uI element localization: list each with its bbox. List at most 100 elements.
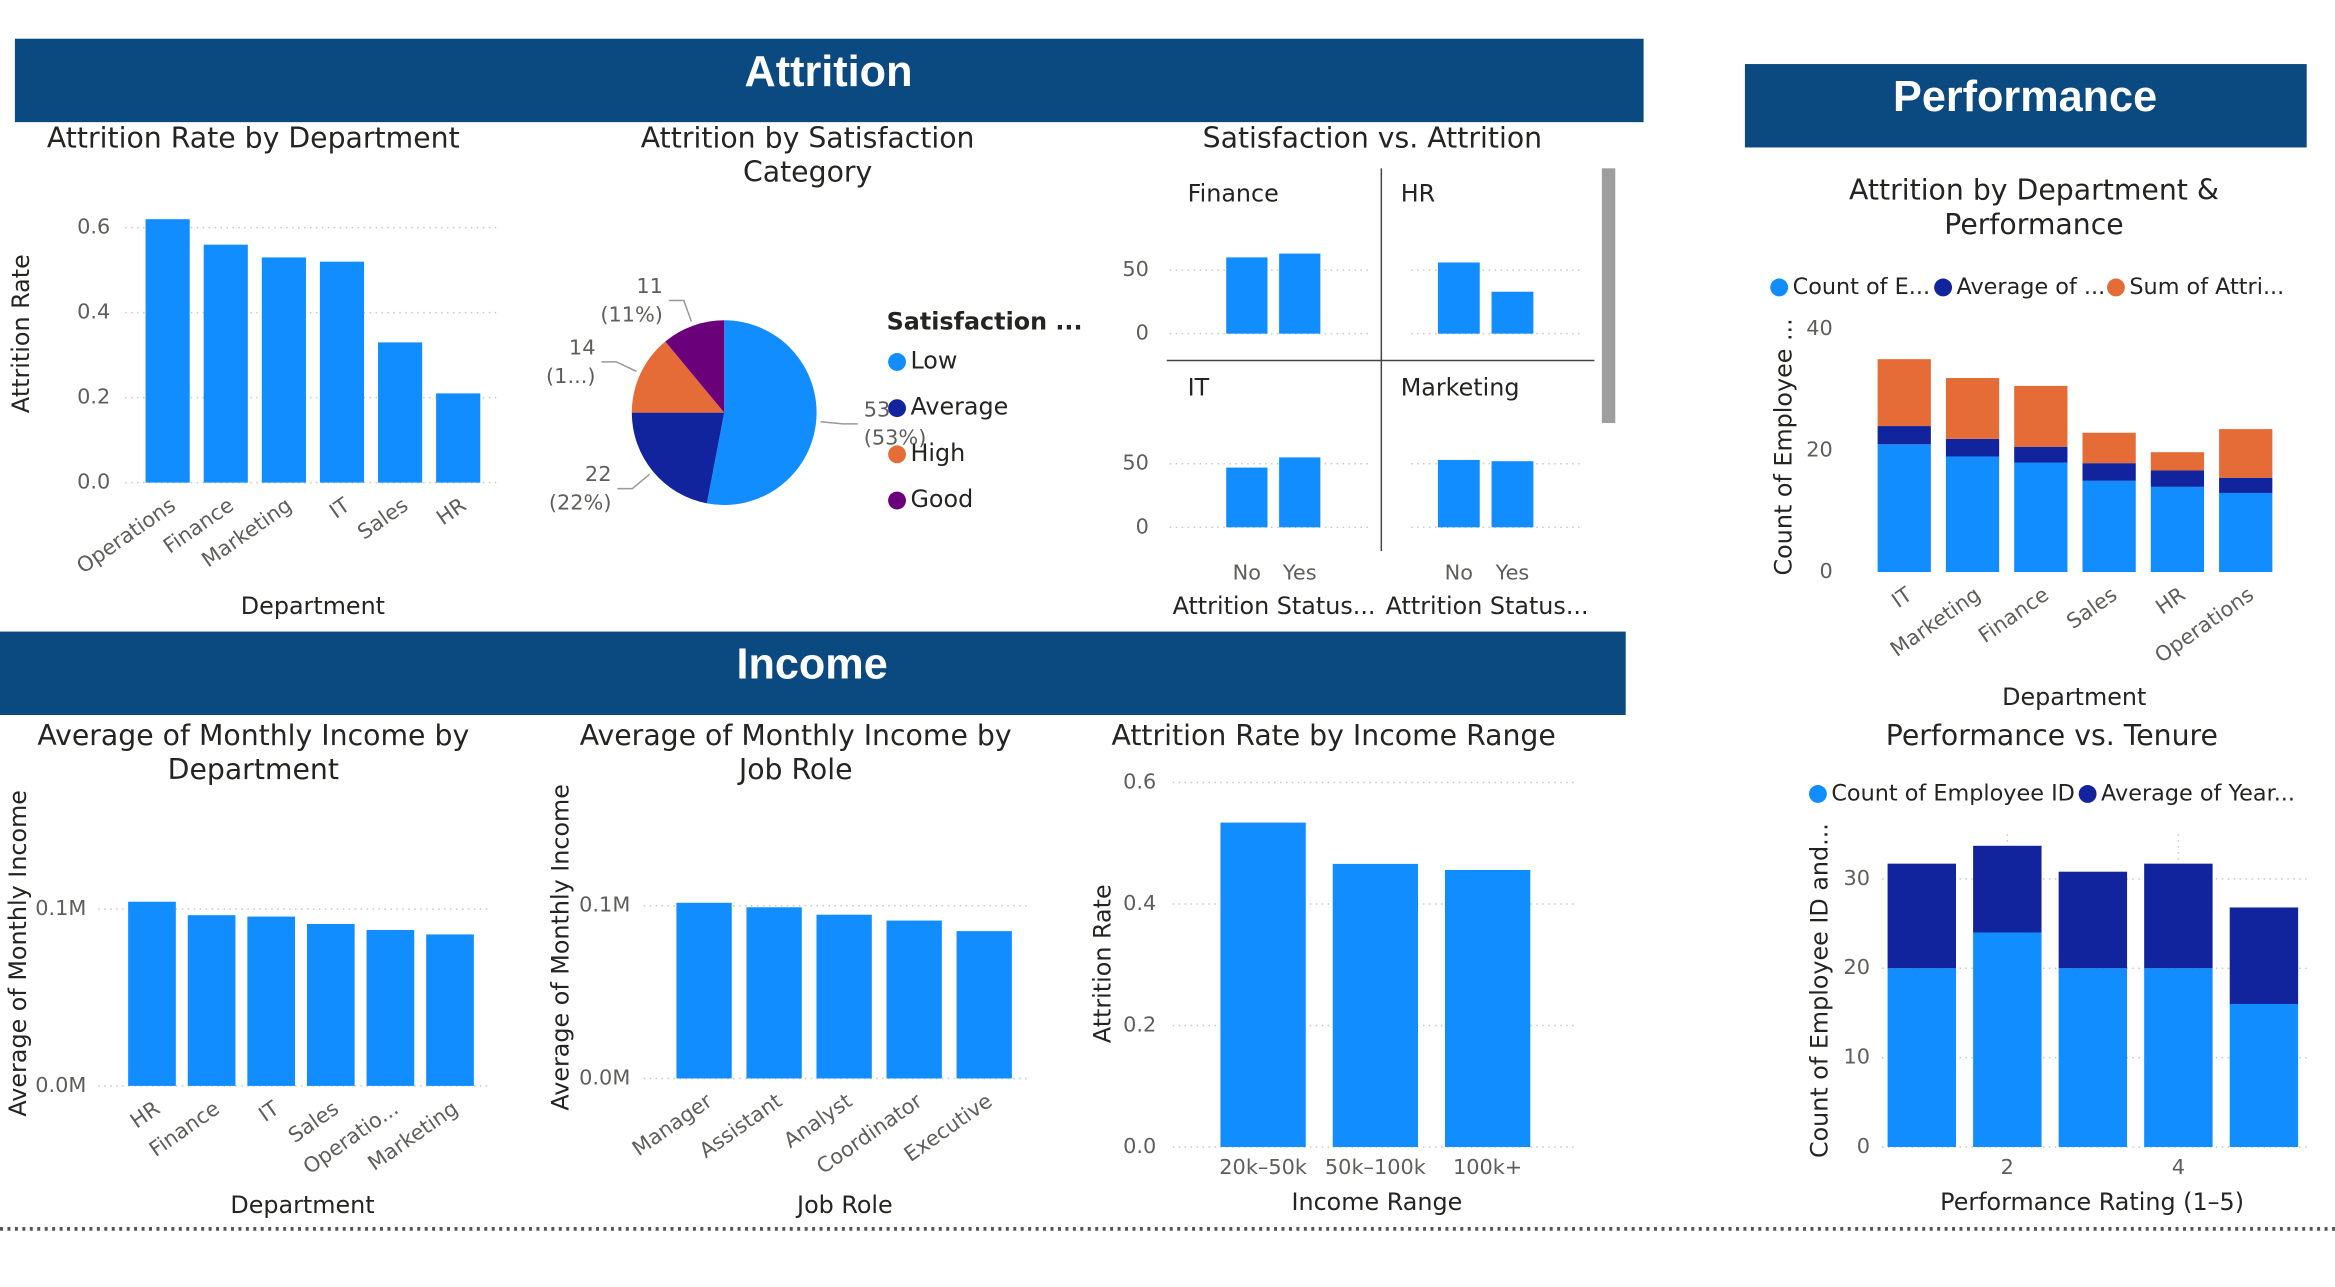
x-axis-label: Department	[2002, 683, 2146, 711]
x-tick-label: Yes	[1495, 560, 1530, 584]
bar-segment	[1945, 456, 2000, 572]
x-tick-label: Sales	[2062, 582, 2121, 633]
legend-label: Count of E...	[1793, 274, 1930, 300]
bar-segment	[1887, 863, 1957, 969]
data-label: 14	[569, 335, 596, 359]
bar	[247, 916, 296, 1086]
bar-segment	[2014, 446, 2068, 463]
legend-label: High	[910, 439, 965, 467]
y-axis-label: Attrition Rate	[1089, 884, 1117, 1043]
bar-segment	[2082, 432, 2136, 464]
x-axis-label: Department	[241, 592, 385, 620]
y-tick-label: 40	[1806, 316, 1833, 340]
x-tick-label: 100k+	[1453, 1155, 1522, 1179]
chart-title-box: Average of Monthly Income by Department	[37, 719, 470, 787]
bar	[1491, 461, 1534, 528]
bar	[261, 257, 306, 483]
x-axis-label: Job Role	[795, 1191, 893, 1219]
y-tick-label: 0.6	[77, 215, 110, 239]
y-tick-label: 0.4	[77, 300, 110, 324]
chart-title: Attrition by Satisfaction Category	[640, 122, 975, 190]
section-banner	[1744, 64, 2307, 148]
y-axis-label: Count of Employee ID and...	[1805, 823, 1833, 1158]
section-title: Income	[736, 641, 887, 689]
y-tick-label: 0	[1857, 1134, 1870, 1158]
x-tick-label: No	[1233, 560, 1261, 584]
chart-title: Average of Monthly Income by Department	[37, 719, 470, 787]
bar-segment	[2219, 477, 2273, 493]
chart-title-box: Average of Monthly Income by Job Role	[579, 719, 1012, 787]
legend-swatch	[888, 399, 906, 418]
y-tick-label: 0.2	[1123, 1012, 1156, 1036]
chart-title-box: Attrition by Department & Performance	[1849, 174, 2219, 241]
bar	[1491, 291, 1534, 334]
bar	[145, 219, 190, 483]
x-tick-label: 20k–50k	[1219, 1155, 1308, 1179]
legend-label: Good	[910, 485, 973, 513]
bar-segment	[2150, 486, 2205, 572]
x-tick-label: 2	[2001, 1155, 2014, 1179]
pie-slice	[706, 320, 817, 505]
scrollbar[interactable]	[1601, 168, 1616, 424]
bar-segment	[1945, 378, 2000, 439]
bar	[1332, 863, 1419, 1147]
x-axis-label: Department	[230, 1191, 374, 1219]
y-tick-label: 10	[1844, 1045, 1871, 1069]
pie-slice	[665, 320, 725, 413]
bar-segment	[1973, 845, 2042, 933]
data-label: (11%)	[600, 302, 663, 326]
legend-label: Average of ...	[1957, 274, 2106, 300]
legend-label: Count of Employee ID	[1831, 780, 2075, 806]
x-axis-label: Attrition Status...	[1386, 592, 1589, 620]
bar-segment	[1877, 426, 1931, 445]
legend-label: Sum of Attri...	[2129, 274, 2284, 300]
bar-segment	[1887, 968, 1957, 1147]
legend-swatch	[888, 491, 906, 510]
bar	[203, 244, 248, 483]
bar	[746, 907, 802, 1079]
chart-title: Average of Monthly Income by Job Role	[579, 719, 1012, 787]
y-tick-label: 0.0	[77, 470, 110, 494]
y-tick-label: 0.4	[1123, 891, 1156, 915]
data-label: (22%)	[549, 490, 612, 514]
x-tick-label: Yes	[1282, 560, 1317, 584]
legend-swatch	[888, 445, 906, 464]
bar	[1220, 822, 1306, 1147]
panel-title: IT	[1188, 373, 1210, 401]
legend-label: Low	[910, 346, 957, 374]
y-tick-label: 50	[1122, 451, 1149, 475]
bar	[1437, 459, 1480, 528]
data-label: (1...)	[546, 364, 595, 388]
bar-segment	[1945, 438, 2000, 457]
leader-line	[617, 473, 651, 490]
data-label: (53%)	[864, 426, 927, 450]
bar	[676, 902, 732, 1079]
pie-slice	[631, 412, 725, 504]
x-tick-label: 50k–100k	[1325, 1155, 1427, 1179]
bar	[436, 393, 481, 483]
bar	[426, 934, 474, 1086]
data-label: 22	[585, 462, 612, 486]
bar-segment	[2014, 462, 2068, 572]
pie-slice	[631, 341, 725, 413]
y-tick-label: 0.6	[1123, 769, 1156, 793]
bar-segment	[1973, 932, 2042, 1147]
bar	[366, 930, 415, 1086]
chart-title: Performance vs. Tenure	[1885, 719, 2218, 753]
bar-segment	[1877, 359, 1931, 427]
bar	[187, 915, 236, 1086]
y-tick-label: 30	[1844, 866, 1871, 890]
x-axis-label: Performance Rating (1–5)	[1940, 1188, 2244, 1216]
panel-title: Marketing	[1401, 373, 1520, 401]
section-title: Performance	[1893, 73, 2157, 121]
y-tick-label: 0	[1820, 559, 1833, 583]
bar-segment	[2229, 907, 2299, 1004]
bar-segment	[2144, 968, 2213, 1147]
y-axis-label: Attrition Rate	[7, 254, 35, 413]
x-tick-label: Finance	[1974, 582, 2053, 647]
x-axis-label: Income Range	[1291, 1188, 1462, 1216]
bar-segment	[2082, 480, 2136, 572]
bar-segment	[2219, 429, 2273, 478]
x-tick-label: 4	[2172, 1155, 2185, 1179]
